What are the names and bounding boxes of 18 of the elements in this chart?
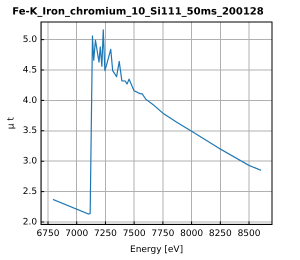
x-tick-label: 7000 [65, 229, 88, 240]
y-tick-label: 2.5 [22, 186, 38, 197]
x-tick-label: 8500 [238, 229, 261, 240]
y-tick-label: 3.0 [22, 156, 38, 167]
x-tick-label: 6750 [36, 229, 60, 240]
x-tick-label: 8000 [180, 229, 204, 240]
y-tick-label: 5.0 [22, 34, 38, 45]
y-tick-label: 4.0 [22, 96, 38, 106]
x-axis-title: Energy [eV] [130, 244, 184, 255]
x-tick-label: 7250 [94, 229, 118, 240]
y-tick-label: 2.0 [22, 217, 38, 228]
x-tick-label: 7750 [151, 229, 175, 240]
y-tick-label: 3.5 [22, 126, 38, 136]
x-tick-label: 7500 [122, 229, 146, 240]
x-tick-label: 8250 [208, 229, 232, 240]
y-tick-label: 4.5 [22, 65, 38, 76]
chart-title: Fe-K_Iron_chromium_10_Si111_50ms_200128 [12, 6, 264, 18]
y-axis-title: μ t [6, 116, 17, 130]
